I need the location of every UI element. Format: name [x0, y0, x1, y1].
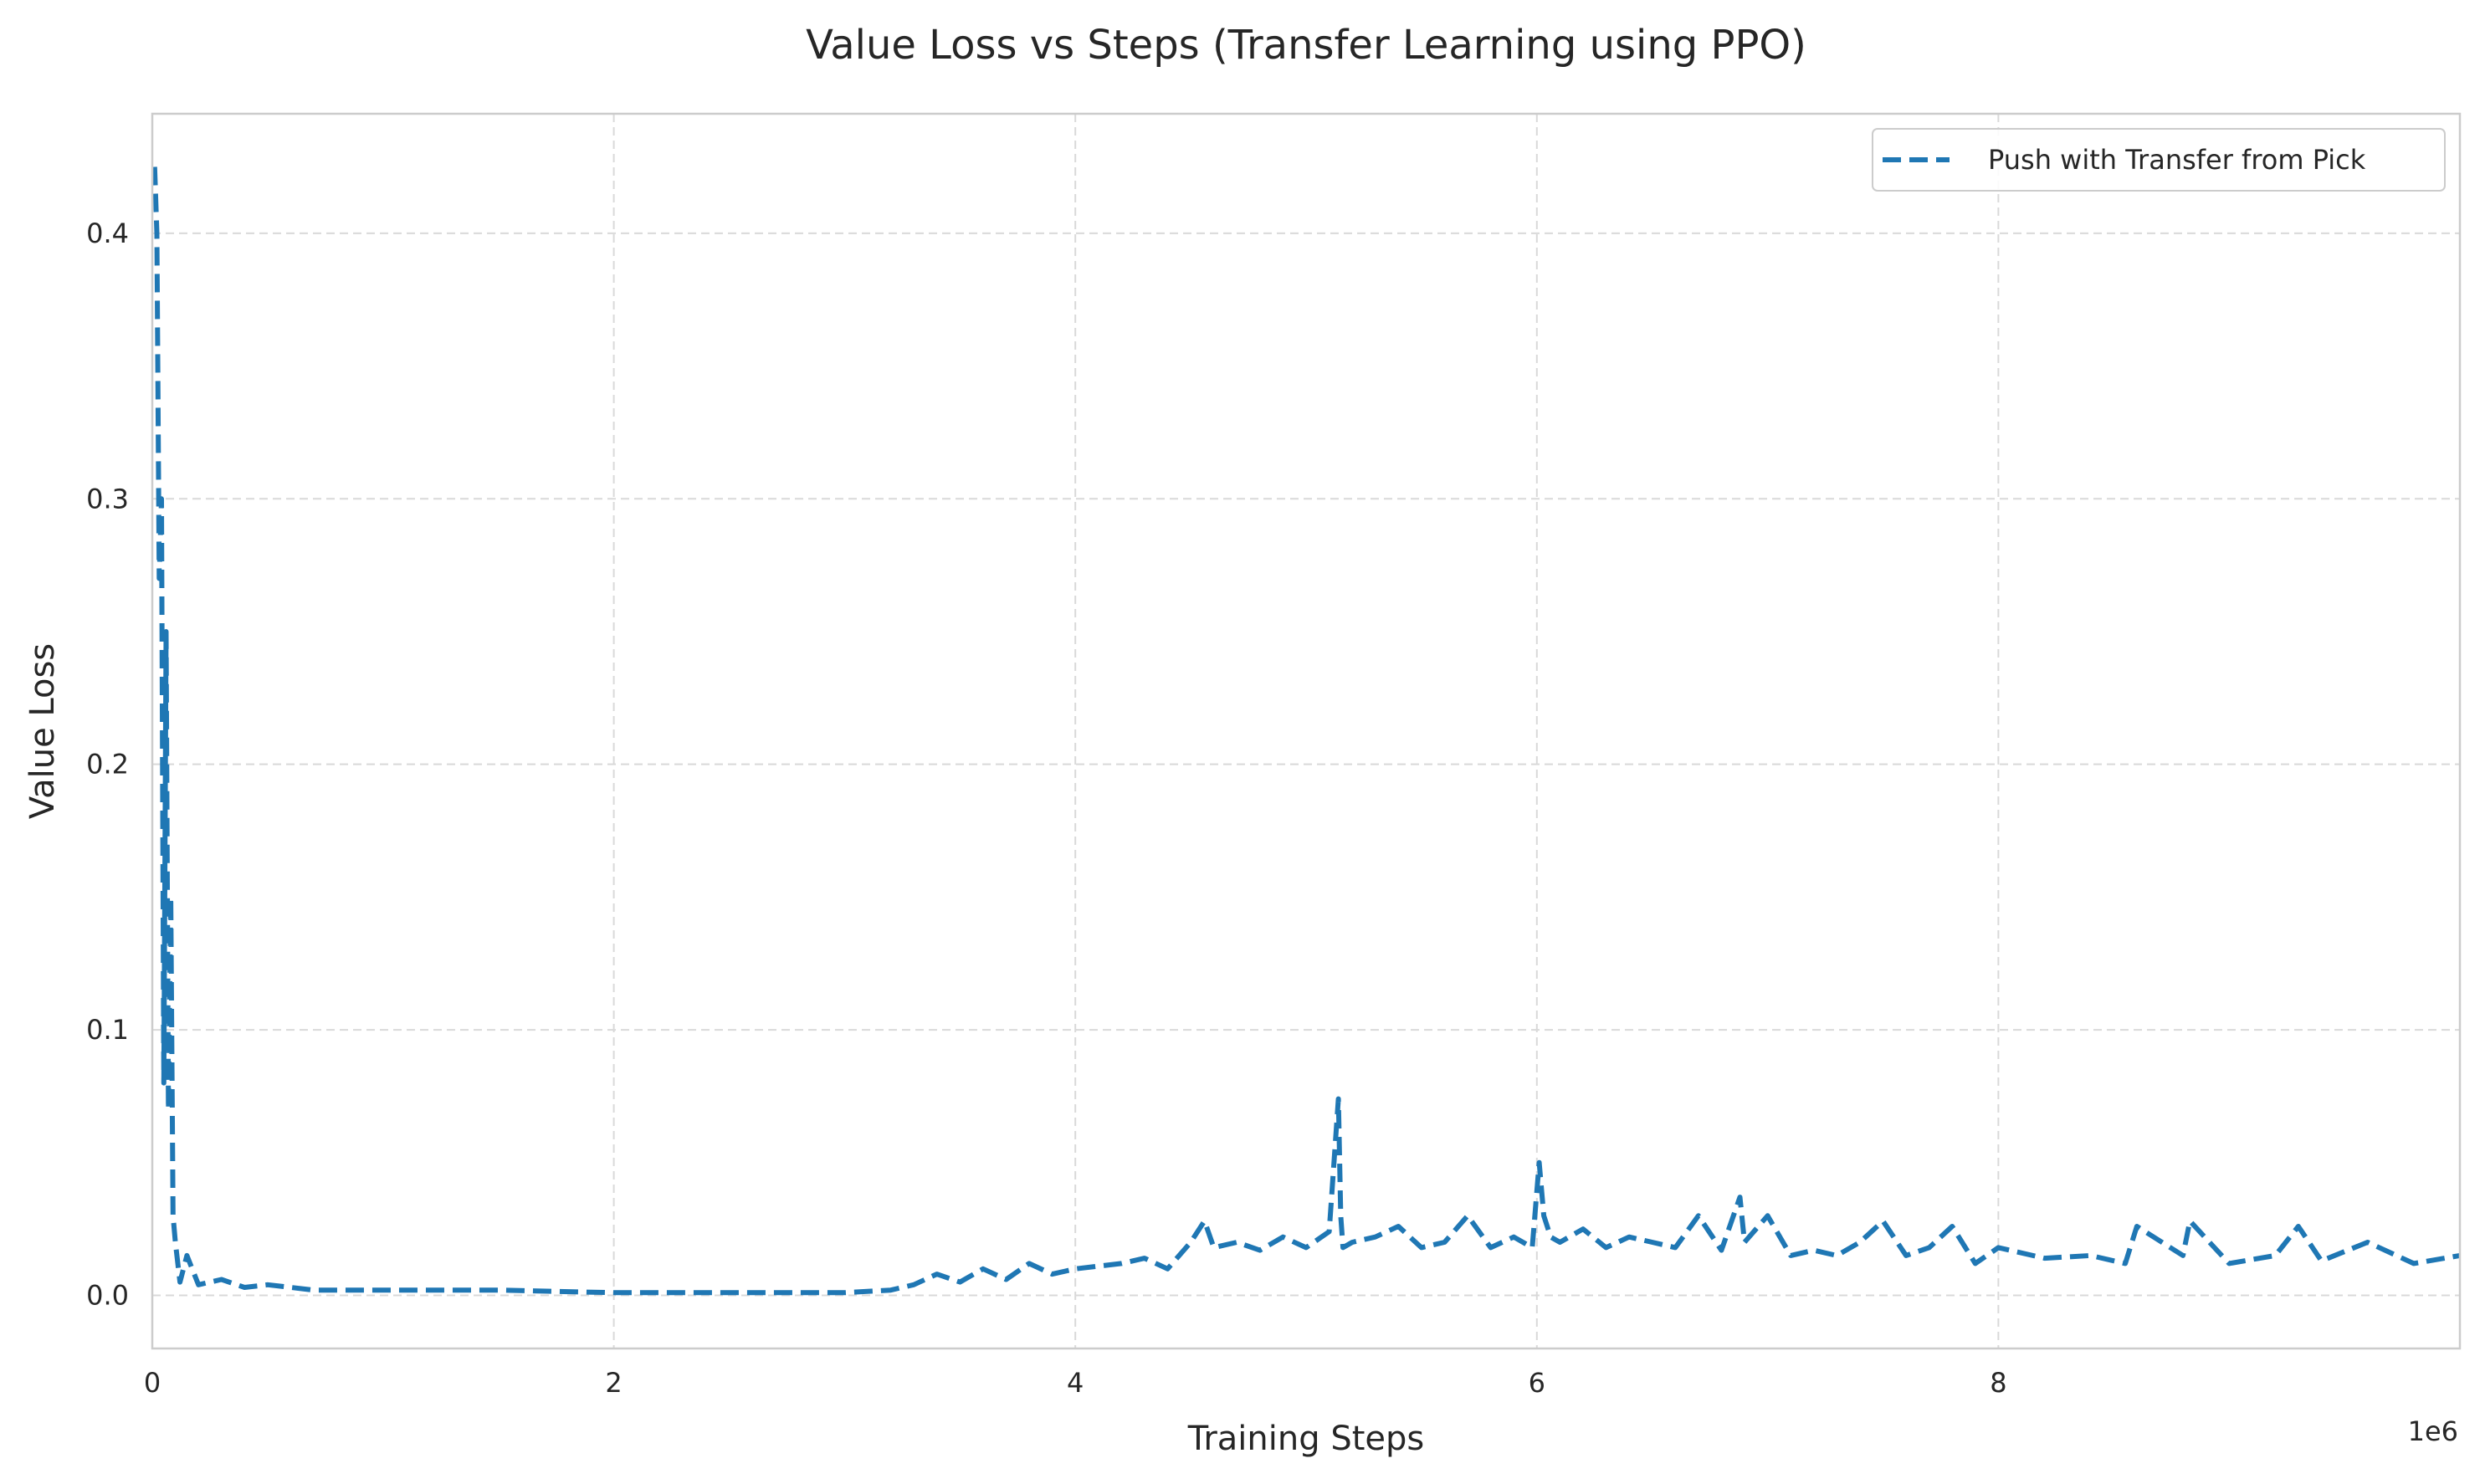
y-tick-label: 0.1	[86, 1014, 129, 1046]
x-axis-ticks: 0 2 4 6 8	[144, 1367, 2007, 1399]
legend-entry-label: Push with Transfer from Pick	[1988, 144, 2366, 176]
x-tick-label: 0	[144, 1367, 161, 1399]
plot-frame	[151, 112, 2462, 1350]
x-tick-label: 8	[1990, 1367, 2006, 1399]
x-tick-label: 4	[1067, 1367, 1084, 1399]
x-axis-title: Training Steps	[1187, 1420, 1424, 1458]
y-tick-label: 0.3	[86, 483, 129, 514]
y-tick-label: 0.4	[86, 217, 129, 249]
y-tick-label: 0.0	[86, 1280, 129, 1312]
x-grid	[612, 114, 2000, 1348]
legend-box	[1872, 128, 2446, 192]
chart-title: Value Loss vs Steps (Transfer Learning u…	[806, 22, 1806, 69]
legend: Push with Transfer from Pick	[1872, 128, 2446, 192]
series-layer	[151, 166, 2461, 1296]
x-offset-label: 1e6	[2408, 1415, 2458, 1447]
plot-background	[152, 114, 2460, 1348]
y-axis-title: Value Loss	[23, 643, 62, 819]
y-grid	[152, 232, 2460, 1297]
y-axis-ticks: 0.0 0.1 0.2 0.3 0.4	[86, 217, 129, 1312]
y-tick-label: 0.2	[86, 749, 129, 780]
x-tick-label: 2	[605, 1367, 622, 1399]
x-tick-label: 6	[1529, 1367, 1545, 1399]
series-line	[151, 166, 2461, 1296]
